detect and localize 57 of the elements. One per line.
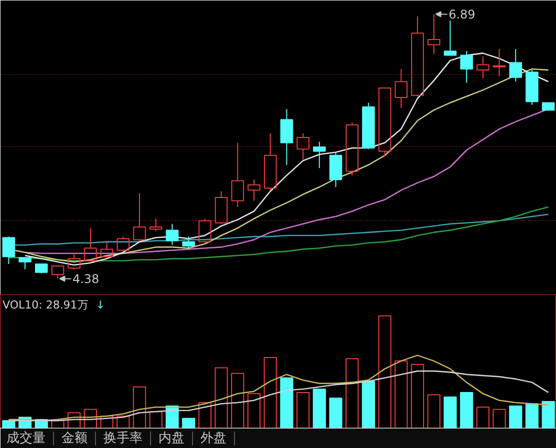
bar bbox=[444, 396, 457, 428]
candlestick bbox=[427, 14, 440, 55]
candlestick bbox=[378, 87, 392, 157]
bar bbox=[264, 357, 277, 428]
bar bbox=[476, 406, 490, 428]
candlestick bbox=[312, 141, 326, 169]
annotation: 6.89 bbox=[448, 8, 476, 22]
bar bbox=[346, 358, 359, 428]
text: 外盘 bbox=[200, 431, 226, 446]
bar bbox=[132, 386, 146, 428]
bar bbox=[68, 412, 81, 428]
candlestick bbox=[460, 50, 473, 84]
candlestick bbox=[509, 48, 522, 82]
candlestick bbox=[346, 122, 358, 176]
bar bbox=[427, 394, 440, 428]
chart-title: VOL10: 28.91万 bbox=[2, 298, 88, 312]
candlestick bbox=[149, 218, 162, 232]
candlestick bbox=[492, 48, 506, 77]
bar bbox=[362, 380, 375, 428]
bar bbox=[296, 392, 310, 428]
candlestick bbox=[2, 236, 16, 264]
bar bbox=[460, 392, 474, 428]
candlestick bbox=[444, 20, 457, 56]
bar bbox=[378, 315, 392, 428]
bar bbox=[280, 377, 294, 428]
candlestick bbox=[476, 56, 490, 79]
candlestick bbox=[182, 236, 195, 249]
bar bbox=[492, 408, 506, 428]
bar bbox=[410, 364, 424, 428]
bar bbox=[214, 367, 228, 428]
candlestick bbox=[280, 108, 294, 166]
bar bbox=[2, 420, 16, 428]
bar bbox=[182, 418, 196, 428]
text: 内盘 bbox=[158, 431, 184, 446]
bar bbox=[542, 400, 555, 428]
bar bbox=[84, 408, 97, 428]
candlestick bbox=[248, 179, 260, 202]
candlestick bbox=[394, 68, 408, 108]
bar bbox=[247, 393, 261, 428]
bar bbox=[116, 416, 130, 428]
candlestick bbox=[166, 223, 179, 246]
text: 金额 bbox=[62, 431, 88, 446]
bar bbox=[198, 402, 212, 428]
bar bbox=[525, 403, 539, 428]
candlestick bbox=[133, 192, 146, 242]
candlestick bbox=[34, 263, 48, 274]
text: 成交量 bbox=[6, 430, 46, 446]
bar bbox=[394, 360, 408, 428]
text: ↓ bbox=[96, 298, 105, 312]
text: 换手率 bbox=[104, 430, 142, 446]
bar bbox=[509, 405, 522, 428]
candlestick bbox=[231, 142, 244, 208]
bar bbox=[329, 398, 342, 428]
bar bbox=[231, 372, 244, 428]
annotation: 4.38 bbox=[72, 272, 100, 286]
bar bbox=[312, 388, 326, 428]
candlestick bbox=[18, 257, 32, 270]
